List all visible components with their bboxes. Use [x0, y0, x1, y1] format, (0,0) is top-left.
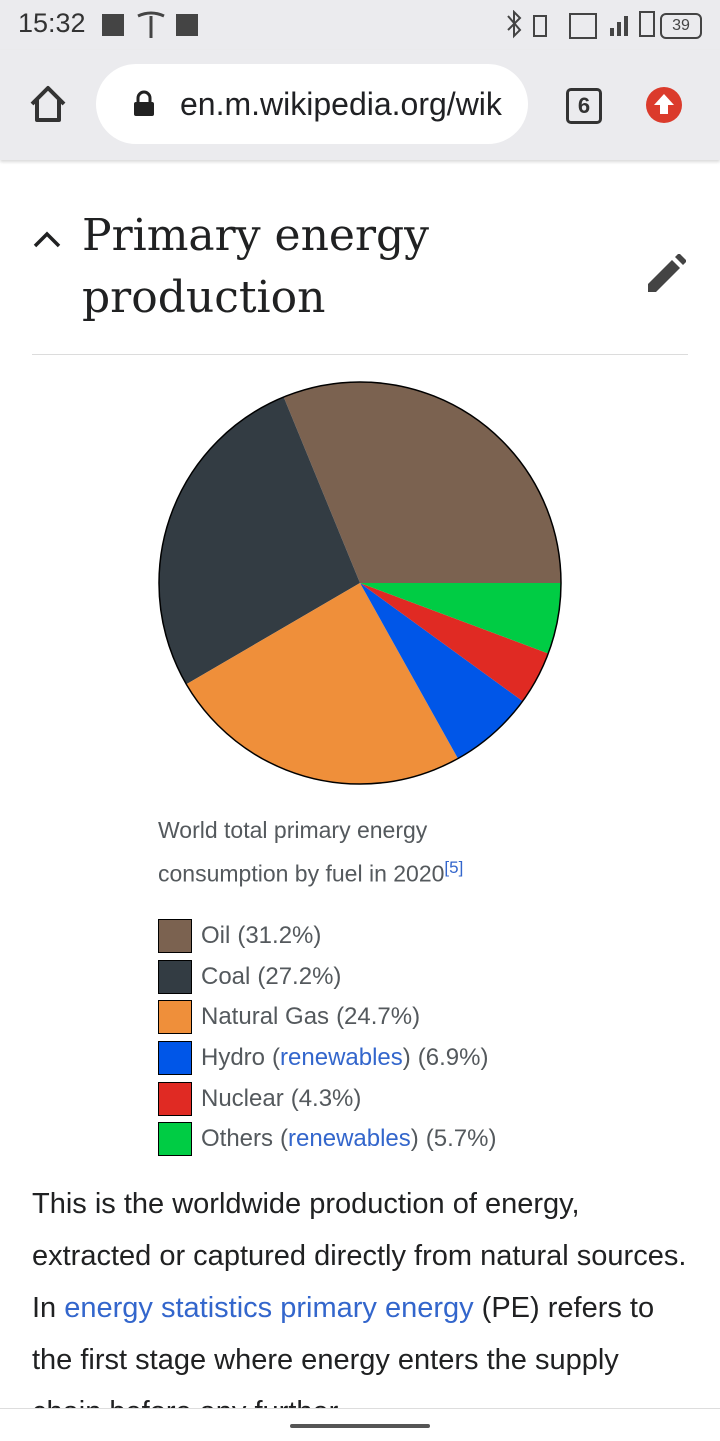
legend-value: (31.2%) [237, 922, 322, 950]
pie-outline [158, 381, 562, 785]
legend-value: (27.2%) [257, 962, 342, 990]
legend-swatch [158, 1041, 192, 1076]
collapse-chevron[interactable] [32, 228, 64, 250]
pie-slice [360, 583, 523, 759]
pie-slice [360, 583, 549, 702]
legend-note: (renewables) [272, 1044, 411, 1072]
pie-chart [158, 381, 562, 785]
lock-icon [134, 90, 154, 116]
caption-text: World total primary energy consumption b… [158, 817, 445, 887]
legend-item: Others (renewables) (5.7%) [158, 1119, 496, 1160]
update-button[interactable] [645, 86, 683, 124]
legend-value: (24.7%) [336, 1003, 421, 1031]
pie-slice [186, 583, 458, 784]
legend: Oil (31.2%) Coal (27.2%) Natural Gas (24.7%) H… [158, 916, 496, 1160]
punctuation: ( [280, 1125, 289, 1153]
text: (PE) refers to the first stage where ene… [32, 1292, 655, 1408]
status-bar: 15:32 39 [0, 0, 720, 50]
legend-value: (5.7%) [425, 1125, 497, 1153]
legend-item: Hydro (renewables) (6.9%) [158, 1038, 496, 1079]
chart-caption: World total primary energy consumption b… [158, 811, 498, 893]
url[interactable]: en.m.wikipedia.org/wik [180, 86, 502, 122]
legend-value: (6.9%) [417, 1044, 489, 1072]
gesture-handle[interactable] [290, 1424, 430, 1428]
legend-item: Natural Gas (24.7%) [158, 997, 496, 1038]
link[interactable]: renewables [280, 1044, 403, 1072]
legend-label: Hydro [201, 1044, 266, 1072]
punctuation: ( [272, 1044, 281, 1072]
status-icons [507, 10, 655, 39]
home-button[interactable] [28, 84, 68, 124]
browser-toolbar: en.m.wikipedia.org/wik 6 [0, 50, 720, 160]
notification-icons [102, 11, 198, 38]
legend-swatch [158, 919, 192, 954]
address-bar[interactable] [96, 64, 528, 144]
text: This is the worldwide production of ener… [32, 1188, 687, 1324]
punctuation: ) [410, 1125, 419, 1153]
legend-label: Nuclear [201, 1084, 284, 1112]
punctuation: ) [402, 1044, 411, 1072]
legend-item: Oil (31.2%) [158, 916, 496, 957]
legend-label: Coal [201, 962, 251, 990]
legend-swatch [158, 1081, 192, 1116]
legend-swatch [158, 1122, 192, 1157]
section-title: Primary energy production [82, 210, 430, 323]
legend-item: Coal (27.2%) [158, 957, 496, 998]
divider [32, 354, 688, 355]
legend-label: Others [201, 1125, 274, 1153]
pie-slice [158, 397, 360, 685]
legend-swatch [158, 1000, 192, 1035]
pie-slice [360, 583, 561, 654]
legend-label: Oil [201, 922, 231, 950]
time: 15:32 [18, 8, 86, 38]
link[interactable]: renewables [288, 1125, 411, 1153]
edit-button[interactable] [646, 254, 686, 294]
legend-label: Natural Gas [201, 1003, 330, 1031]
battery: 39 [660, 13, 702, 39]
navigation-bar [0, 1408, 720, 1441]
legend-item: Nuclear (4.3%) [158, 1078, 496, 1119]
reference[interactable]: [5] [444, 858, 464, 877]
paragraph: This is the worldwide production of ener… [32, 1178, 692, 1408]
legend-note: (renewables) [280, 1125, 419, 1153]
pie-slice [283, 382, 561, 583]
link[interactable]: energy statistics primary energy [64, 1292, 474, 1324]
legend-value: (4.3%) [290, 1084, 362, 1112]
legend-swatch [158, 959, 192, 994]
tab-count[interactable]: 6 [566, 88, 602, 124]
